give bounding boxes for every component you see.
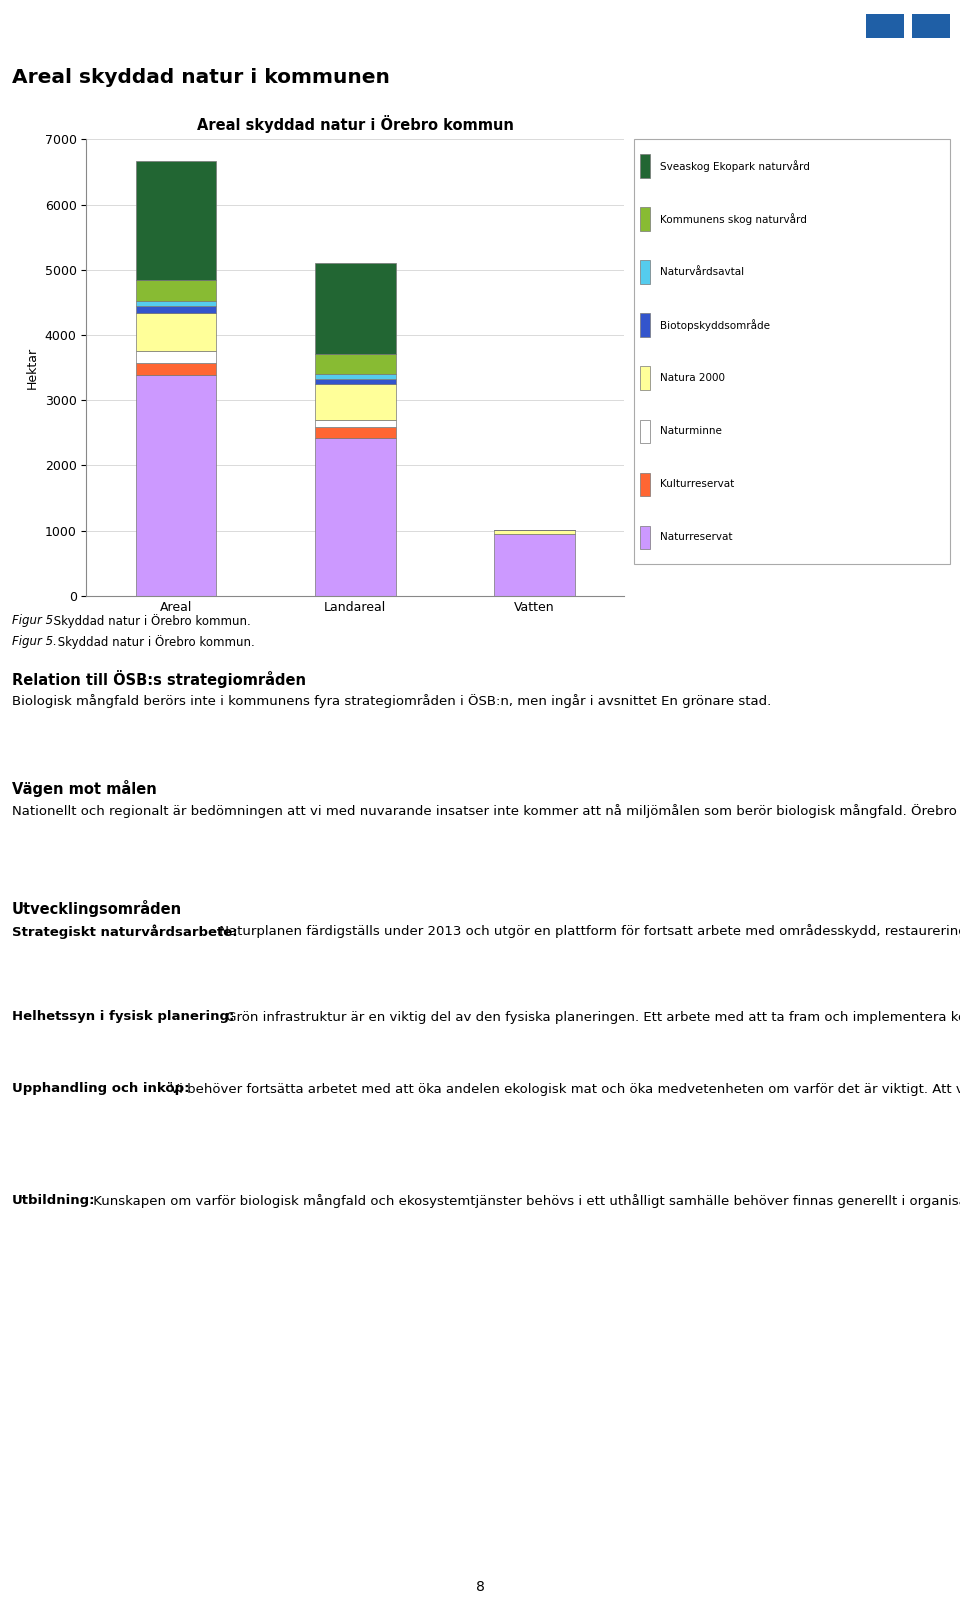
Bar	[135, 162, 216, 280]
Text: Kulturreservat: Kulturreservat	[660, 479, 734, 489]
Text: Naturvårdsavtal: Naturvårdsavtal	[660, 268, 744, 277]
Text: Naturreservat: Naturreservat	[660, 532, 732, 543]
Text: Figur 5.: Figur 5.	[12, 614, 57, 626]
Text: Skyddad natur i Örebro kommun.: Skyddad natur i Örebro kommun.	[54, 634, 254, 649]
Text: Biotopskyddsområde: Biotopskyddsområde	[660, 319, 770, 332]
Bar	[315, 354, 396, 373]
Bar	[135, 306, 216, 312]
Bar	[135, 351, 216, 364]
Bar	[640, 207, 650, 231]
Text: Helhetssyn i fysisk planering:: Helhetssyn i fysisk planering:	[12, 1009, 234, 1024]
Bar	[640, 525, 650, 549]
Text: Vi behöver fortsätta arbetet med att öka andelen ekologisk mat och öka medvetenh: Vi behöver fortsätta arbetet med att öka…	[166, 1081, 960, 1096]
Bar	[640, 367, 650, 389]
Bar	[315, 437, 396, 596]
Text: Upphandling och inköp:: Upphandling och inköp:	[12, 1081, 189, 1096]
Text: Kunskapen om varför biologisk mångfald och ekosystemtjänster behövs i ett uthåll: Kunskapen om varför biologisk mångfald o…	[89, 1193, 960, 1208]
Text: Sveaskog Ekopark naturvård: Sveaskog Ekopark naturvård	[660, 160, 810, 171]
Text: Skyddad natur i Örebro kommun.: Skyddad natur i Örebro kommun.	[50, 614, 251, 628]
Text: 8: 8	[475, 1580, 485, 1594]
Bar	[640, 261, 650, 284]
Bar	[640, 314, 650, 336]
FancyBboxPatch shape	[634, 139, 950, 564]
Bar	[640, 420, 650, 442]
Bar	[494, 530, 575, 533]
Text: Vägen mot målen: Vägen mot målen	[12, 780, 156, 798]
Bar	[640, 473, 650, 497]
Text: Utvecklingsområden: Utvecklingsområden	[12, 900, 182, 916]
Bar	[912, 14, 950, 38]
Bar	[135, 364, 216, 375]
Text: Biologisk mångfald berörs inte i kommunens fyra strategiområden i ÖSB:n, men ing: Biologisk mångfald berörs inte i kommune…	[12, 694, 771, 708]
Text: Natura 2000: Natura 2000	[660, 373, 725, 383]
Bar	[135, 312, 216, 351]
Text: Utbildning:: Utbildning:	[12, 1193, 95, 1206]
Text: Nationellt och regionalt är bedömningen att vi med nuvarande insatser inte komme: Nationellt och regionalt är bedömningen …	[12, 804, 960, 819]
Y-axis label: Hektar: Hektar	[26, 346, 39, 389]
Bar	[866, 14, 904, 38]
Bar	[315, 384, 396, 420]
Bar	[135, 301, 216, 306]
Bar	[315, 426, 396, 437]
Bar	[135, 280, 216, 301]
Bar	[315, 380, 396, 384]
Bar	[315, 263, 396, 354]
Bar	[315, 420, 396, 426]
Text: Areal skyddad natur i kommunen: Areal skyddad natur i kommunen	[12, 67, 390, 87]
Text: Relation till ÖSB:s strategiområden: Relation till ÖSB:s strategiområden	[12, 670, 306, 687]
Bar	[494, 533, 575, 596]
Bar	[315, 373, 396, 380]
Text: Kommunens skog naturvård: Kommunens skog naturvård	[660, 213, 806, 224]
Bar	[640, 154, 650, 178]
Text: Grön infrastruktur är en viktig del av den fysiska planeringen. Ett arbete med a: Grön infrastruktur är en viktig del av d…	[222, 1009, 960, 1024]
Text: Strategiskt naturvårdsarbete:: Strategiskt naturvårdsarbete:	[12, 924, 238, 939]
Bar	[135, 375, 216, 596]
Text: Figur 5.: Figur 5.	[12, 634, 57, 647]
Title: Areal skyddad natur i Örebro kommun: Areal skyddad natur i Örebro kommun	[197, 115, 514, 133]
Text: Naturminne: Naturminne	[660, 426, 722, 436]
Text: Naturplanen färdigställs under 2013 och utgör en plattform för fortsatt arbete m: Naturplanen färdigställs under 2013 och …	[215, 924, 960, 937]
